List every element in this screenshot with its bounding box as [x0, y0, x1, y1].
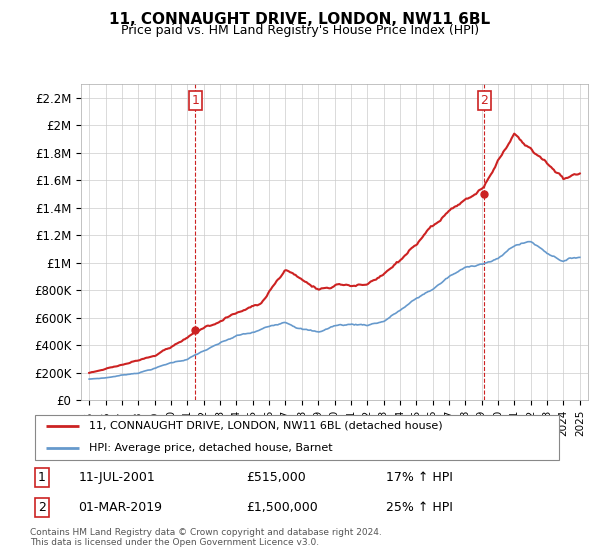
Text: Contains HM Land Registry data © Crown copyright and database right 2024.
This d: Contains HM Land Registry data © Crown c…	[30, 528, 382, 547]
Text: 17% ↑ HPI: 17% ↑ HPI	[386, 471, 453, 484]
Text: 1: 1	[191, 94, 199, 107]
Text: 11, CONNAUGHT DRIVE, LONDON, NW11 6BL (detached house): 11, CONNAUGHT DRIVE, LONDON, NW11 6BL (d…	[89, 421, 443, 431]
Text: 1: 1	[38, 471, 46, 484]
Text: 01-MAR-2019: 01-MAR-2019	[79, 501, 163, 514]
Text: £515,000: £515,000	[246, 471, 306, 484]
Text: 11-JUL-2001: 11-JUL-2001	[79, 471, 155, 484]
Text: Price paid vs. HM Land Registry's House Price Index (HPI): Price paid vs. HM Land Registry's House …	[121, 24, 479, 37]
Text: 2: 2	[38, 501, 46, 514]
Text: £1,500,000: £1,500,000	[246, 501, 318, 514]
Text: HPI: Average price, detached house, Barnet: HPI: Average price, detached house, Barn…	[89, 443, 333, 453]
Text: 2: 2	[481, 94, 488, 107]
FancyBboxPatch shape	[35, 415, 559, 460]
Text: 11, CONNAUGHT DRIVE, LONDON, NW11 6BL: 11, CONNAUGHT DRIVE, LONDON, NW11 6BL	[109, 12, 491, 27]
Text: 25% ↑ HPI: 25% ↑ HPI	[386, 501, 453, 514]
